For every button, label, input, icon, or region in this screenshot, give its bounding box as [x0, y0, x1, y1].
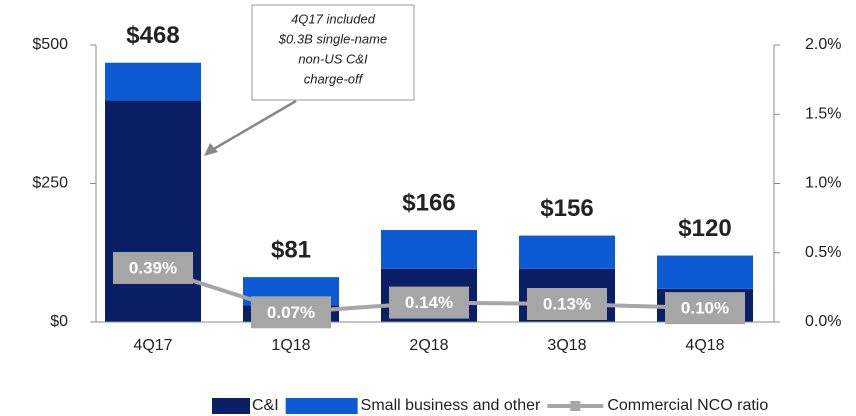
line-label: 0.39% [129, 258, 177, 277]
total-label: $156 [540, 195, 593, 222]
bar-segment [519, 235, 615, 269]
line-label-box [665, 292, 745, 325]
line-label: 0.13% [543, 294, 591, 313]
legend-label: Commercial NCO ratio [607, 397, 768, 414]
line-label: 0.07% [267, 303, 315, 322]
total-label: $81 [271, 236, 311, 263]
legend-marker [570, 401, 581, 411]
annotation-text: non-US C&I [298, 51, 368, 66]
total-label: $120 [678, 215, 731, 242]
y-tick-label: $500 [32, 36, 68, 53]
annotation-arrowhead [204, 143, 218, 156]
bar-segment [105, 62, 201, 101]
line-label-box [527, 287, 607, 320]
legend-label: C&I [252, 397, 279, 414]
legend-swatch [212, 398, 250, 414]
annotation-text: $0.3B single-name [278, 31, 387, 46]
line-label: 0.10% [681, 299, 729, 318]
line-label-box [113, 251, 193, 284]
total-label: $468 [126, 22, 179, 49]
annotation-text: charge-off [304, 71, 364, 86]
y-tick-label: $250 [32, 175, 68, 192]
x-tick-label: 2Q18 [409, 337, 448, 354]
x-tick-label: 4Q17 [133, 337, 172, 354]
line-label-box [251, 296, 331, 329]
y2-tick-label: 1.5% [805, 105, 841, 122]
legend-label: Small business and other [361, 397, 541, 414]
y2-tick-label: 0.0% [805, 313, 841, 330]
line-label: 0.14% [405, 293, 453, 312]
y2-tick-label: 1.0% [805, 175, 841, 192]
total-label: $166 [402, 189, 455, 216]
y-tick-label: $0 [50, 313, 68, 330]
x-tick-label: 4Q18 [685, 337, 724, 354]
annotation-text: 4Q17 included [291, 11, 376, 26]
annotation-box [251, 4, 415, 101]
legend-swatch [285, 398, 358, 414]
line-label-box [389, 286, 469, 319]
y2-tick-label: 2.0% [805, 36, 841, 53]
x-tick-label: 3Q18 [547, 337, 586, 354]
bar-segment [381, 230, 477, 269]
annotation-arrow [211, 99, 297, 152]
bar-segment [657, 255, 753, 289]
bar-segment [105, 100, 201, 323]
x-tick-label: 1Q18 [271, 337, 310, 354]
y2-tick-label: 0.5% [805, 244, 841, 261]
